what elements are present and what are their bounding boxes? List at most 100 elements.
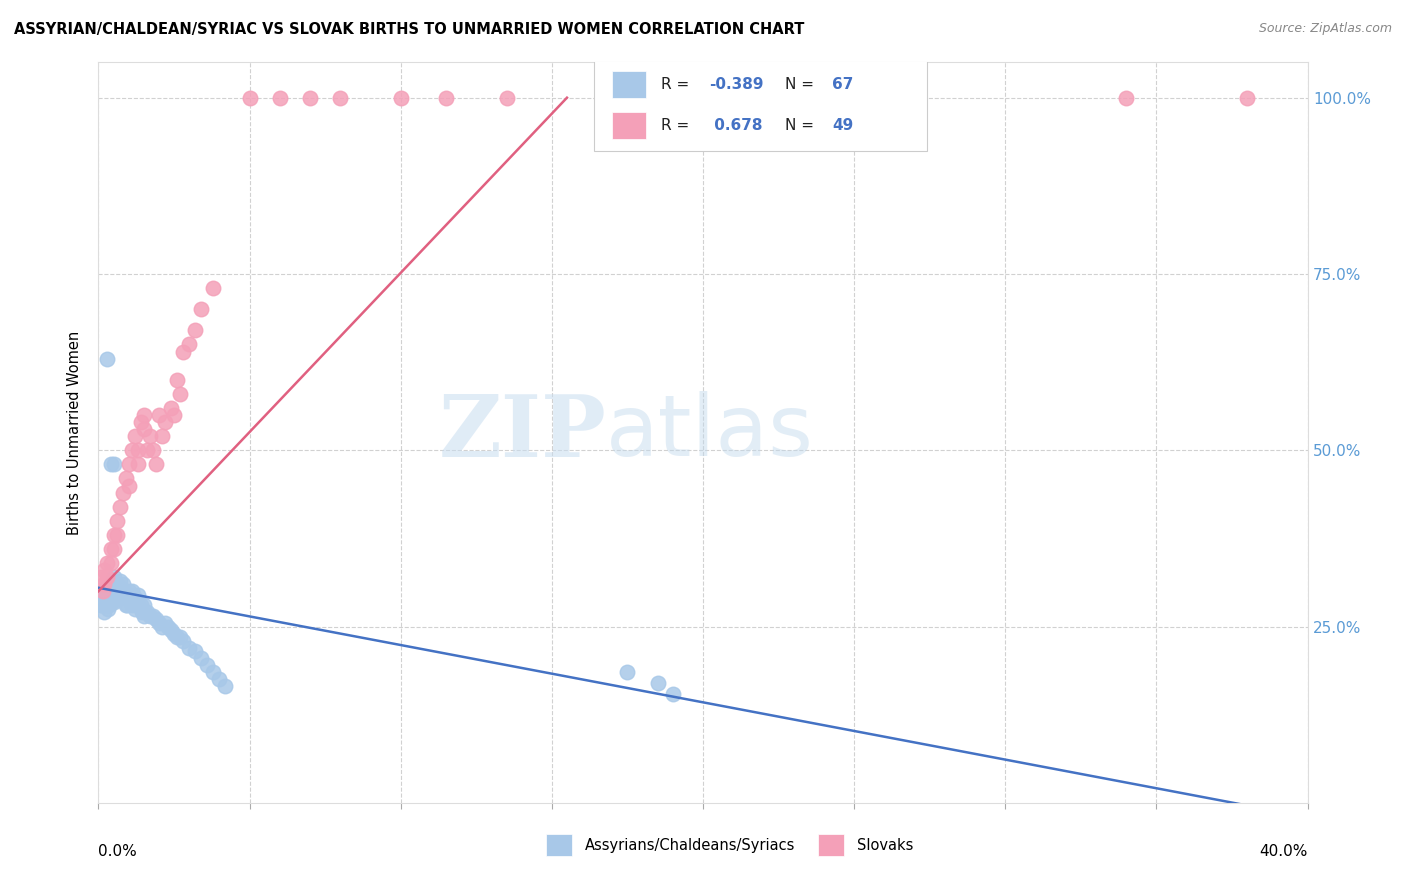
Point bbox=[148, 615, 170, 630]
Point bbox=[114, 591, 136, 606]
Point bbox=[153, 415, 176, 429]
Point bbox=[127, 599, 149, 613]
Point bbox=[111, 577, 134, 591]
Point bbox=[100, 556, 122, 570]
Point bbox=[190, 302, 212, 317]
Point bbox=[434, 91, 457, 105]
Point bbox=[108, 591, 131, 606]
Point bbox=[104, 584, 127, 599]
Point bbox=[214, 680, 236, 694]
Point bbox=[160, 401, 183, 415]
Point bbox=[91, 584, 114, 599]
Point bbox=[299, 91, 322, 105]
Point bbox=[98, 599, 121, 613]
Text: Assyrians/Chaldeans/Syriacs: Assyrians/Chaldeans/Syriacs bbox=[585, 838, 794, 853]
Point bbox=[96, 351, 118, 366]
Point bbox=[124, 429, 146, 443]
Point bbox=[103, 458, 125, 472]
FancyBboxPatch shape bbox=[595, 59, 927, 152]
Point bbox=[100, 458, 122, 472]
Text: 67: 67 bbox=[832, 77, 853, 92]
Text: 49: 49 bbox=[832, 118, 853, 133]
Point bbox=[100, 584, 122, 599]
Point bbox=[90, 570, 112, 584]
Point bbox=[96, 556, 118, 570]
Point bbox=[101, 595, 124, 609]
Text: 40.0%: 40.0% bbox=[1260, 844, 1308, 858]
Point bbox=[124, 591, 146, 606]
Point bbox=[90, 599, 112, 613]
Point bbox=[97, 602, 120, 616]
Text: N =: N = bbox=[785, 118, 820, 133]
Text: R =: R = bbox=[661, 77, 693, 92]
Point bbox=[389, 91, 412, 105]
Point bbox=[145, 458, 167, 472]
Text: R =: R = bbox=[661, 118, 693, 133]
Bar bbox=[613, 71, 647, 98]
Point bbox=[121, 443, 143, 458]
Point bbox=[127, 443, 149, 458]
Point bbox=[160, 623, 183, 637]
Point bbox=[103, 570, 125, 584]
Point bbox=[114, 471, 136, 485]
Point bbox=[129, 599, 152, 613]
Point bbox=[103, 588, 125, 602]
Point bbox=[127, 458, 149, 472]
Point bbox=[93, 584, 115, 599]
Point bbox=[239, 91, 262, 105]
Point bbox=[110, 581, 132, 595]
Point bbox=[269, 91, 291, 105]
Point bbox=[96, 584, 118, 599]
Text: Source: ZipAtlas.com: Source: ZipAtlas.com bbox=[1258, 22, 1392, 36]
Point bbox=[329, 91, 352, 105]
Point bbox=[142, 609, 165, 624]
Point bbox=[103, 528, 125, 542]
Point bbox=[163, 626, 186, 640]
Point bbox=[145, 612, 167, 626]
Point bbox=[132, 599, 155, 613]
Point bbox=[124, 602, 146, 616]
Point bbox=[132, 609, 155, 624]
Point bbox=[105, 514, 128, 528]
Text: -0.389: -0.389 bbox=[709, 77, 763, 92]
Text: 0.678: 0.678 bbox=[709, 118, 762, 133]
Point bbox=[1115, 91, 1137, 105]
Point bbox=[93, 606, 115, 620]
Point bbox=[131, 606, 153, 620]
Y-axis label: Births to Unmarried Women: Births to Unmarried Women bbox=[67, 331, 83, 534]
Point bbox=[105, 591, 128, 606]
Bar bbox=[818, 834, 845, 856]
Point bbox=[94, 595, 117, 609]
Point bbox=[142, 443, 165, 458]
Point bbox=[93, 577, 115, 591]
Point bbox=[129, 415, 152, 429]
Point bbox=[179, 337, 201, 351]
Point bbox=[135, 443, 157, 458]
Point bbox=[100, 541, 122, 556]
Point bbox=[91, 599, 114, 613]
Point bbox=[108, 574, 131, 588]
Point bbox=[100, 588, 122, 602]
Point bbox=[1236, 91, 1258, 105]
Text: atlas: atlas bbox=[606, 391, 814, 475]
Text: ZIP: ZIP bbox=[439, 391, 606, 475]
Point bbox=[100, 577, 122, 591]
Point bbox=[163, 408, 186, 422]
Point bbox=[96, 570, 118, 584]
Point bbox=[132, 408, 155, 422]
Point bbox=[166, 373, 188, 387]
Point bbox=[169, 630, 191, 644]
Point bbox=[169, 387, 191, 401]
Point bbox=[90, 584, 112, 599]
Text: N =: N = bbox=[785, 77, 820, 92]
Point bbox=[148, 408, 170, 422]
Point bbox=[114, 599, 136, 613]
Point bbox=[111, 485, 134, 500]
Text: ASSYRIAN/CHALDEAN/SYRIAC VS SLOVAK BIRTHS TO UNMARRIED WOMEN CORRELATION CHART: ASSYRIAN/CHALDEAN/SYRIAC VS SLOVAK BIRTH… bbox=[14, 22, 804, 37]
Point bbox=[103, 541, 125, 556]
Bar bbox=[613, 112, 647, 138]
Point bbox=[495, 91, 517, 105]
Point bbox=[172, 344, 194, 359]
Point bbox=[135, 606, 157, 620]
Point bbox=[202, 665, 225, 680]
